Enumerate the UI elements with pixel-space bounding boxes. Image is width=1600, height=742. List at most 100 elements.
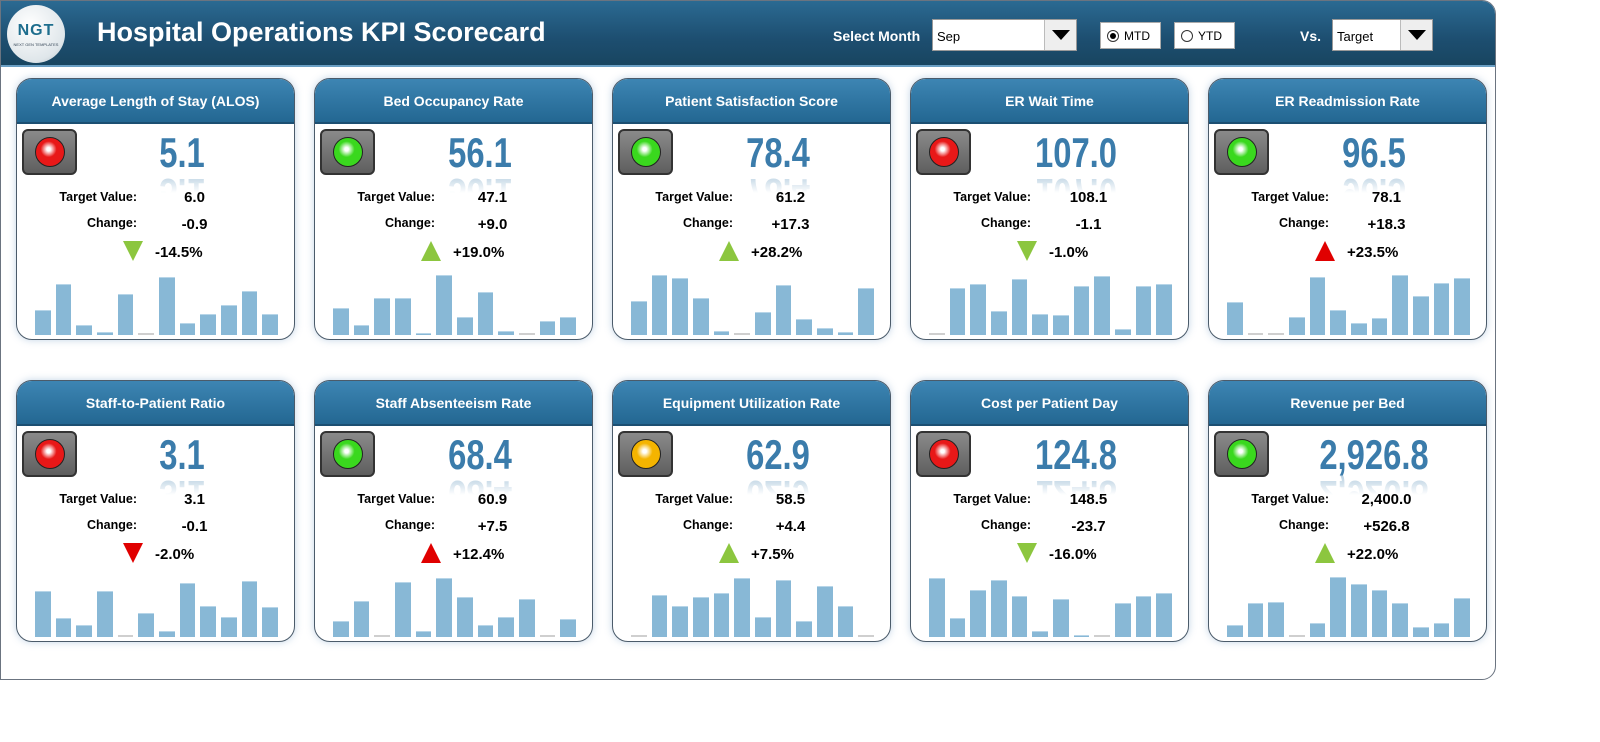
trend-bar <box>241 581 258 637</box>
chevron-down-icon[interactable] <box>1044 20 1076 50</box>
status-light <box>320 431 375 477</box>
trend-bar <box>333 308 349 335</box>
kpi-title: Staff Absenteeism Rate <box>315 381 592 426</box>
change-percent: +7.5% <box>751 546 794 563</box>
trend-bar <box>1011 595 1028 637</box>
kpi-card: Bed Occupancy Rate 56.1 Target Value: 47… <box>314 78 593 340</box>
change-label: Change: <box>385 518 435 532</box>
trend-bar <box>436 578 453 637</box>
trend-bar <box>55 618 72 637</box>
change-label: Change: <box>1279 216 1329 230</box>
kpi-card: Patient Satisfaction Score 78.4 Target V… <box>612 78 891 340</box>
target-label: Target Value: <box>59 190 137 204</box>
trend-bar <box>1289 317 1305 335</box>
trend-bar <box>1268 333 1285 335</box>
trend-bar <box>1032 314 1049 335</box>
trend-bar <box>817 586 833 637</box>
trend-bar <box>970 590 987 637</box>
target-value: 58.5 <box>775 491 806 508</box>
month-dropdown[interactable]: Sep <box>932 19 1077 51</box>
kpi-value: 56.1 <box>448 129 512 176</box>
change-percent: +12.4% <box>453 546 505 563</box>
header-bar: NGT NEXT GEN TEMPLATES Hospital Operatio… <box>1 1 1495 67</box>
trend-bar <box>631 635 647 637</box>
change-percent: +19.0% <box>453 244 505 261</box>
arrow-down-icon <box>123 543 143 563</box>
trend-bar <box>55 284 72 335</box>
trend-bar <box>734 333 751 335</box>
trend-bar <box>353 600 370 637</box>
trend-bar <box>1413 295 1429 335</box>
kpi-title: ER Readmission Rate <box>1209 79 1486 124</box>
arrow-up-icon <box>1315 543 1335 563</box>
trend-bar <box>179 322 196 335</box>
green-light-icon <box>332 137 363 167</box>
trend-bar <box>1330 310 1347 335</box>
trend-bar <box>817 327 833 335</box>
trend-sparkline <box>631 273 875 335</box>
trend-bar <box>949 618 966 637</box>
red-light-icon <box>34 137 65 167</box>
kpi-card: Staff-to-Patient Ratio 3.1 Target Value:… <box>16 380 295 642</box>
trend-bar <box>775 285 792 335</box>
change-label: Change: <box>87 216 137 230</box>
trend-bar <box>970 284 987 335</box>
trend-bar <box>1454 278 1471 335</box>
trend-bar <box>1289 635 1305 637</box>
trend-bar <box>76 324 93 335</box>
trend-bar <box>35 310 51 335</box>
change-label: Change: <box>385 216 435 230</box>
trend-bar <box>1351 584 1367 637</box>
trend-sparkline <box>929 273 1173 335</box>
kpi-value: 96.5 <box>1342 129 1406 176</box>
radio-ytd[interactable]: YTD <box>1174 22 1235 49</box>
status-light <box>916 129 971 175</box>
kpi-card: ER Readmission Rate 96.5 Target Value: 7… <box>1208 78 1487 340</box>
trend-bar <box>1433 622 1450 637</box>
trend-bar <box>395 297 411 335</box>
change-percent: -1.0% <box>1049 244 1089 261</box>
kpi-title: Cost per Patient Day <box>911 381 1188 426</box>
amber-light-icon <box>630 439 661 469</box>
change-value: +4.4 <box>775 518 806 535</box>
green-light-icon <box>332 439 363 469</box>
change-label: Change: <box>683 518 733 532</box>
target-value: 2,400.0 <box>1361 491 1412 508</box>
change-percent: +22.0% <box>1347 546 1399 563</box>
trend-bar <box>498 330 515 335</box>
kpi-value: 5.1 <box>159 129 205 176</box>
red-light-icon <box>34 439 65 469</box>
trend-sparkline <box>35 273 279 335</box>
trend-sparkline <box>35 575 279 637</box>
trend-bar <box>631 300 647 335</box>
trend-bar <box>796 319 813 335</box>
month-value: Sep <box>937 29 961 44</box>
kpi-title: Staff-to-Patient Ratio <box>17 381 294 426</box>
green-light-icon <box>1226 439 1257 469</box>
trend-bar <box>1227 301 1243 335</box>
logo: NGT NEXT GEN TEMPLATES <box>7 5 65 63</box>
arrow-up-icon <box>1315 241 1335 261</box>
kpi-title: Equipment Utilization Rate <box>613 381 890 426</box>
change-label: Change: <box>87 518 137 532</box>
radio-mtd[interactable]: MTD <box>1100 22 1161 49</box>
status-light <box>22 129 77 175</box>
chevron-down-icon[interactable] <box>1400 20 1432 50</box>
trend-bar <box>1094 276 1111 335</box>
arrow-up-icon <box>421 241 441 261</box>
target-label: Target Value: <box>655 190 733 204</box>
trend-bar <box>713 592 730 637</box>
trend-bar <box>734 578 751 637</box>
trend-sparkline <box>1227 273 1471 335</box>
trend-bar <box>1227 624 1243 637</box>
trend-bar <box>560 317 577 335</box>
trend-sparkline <box>929 575 1173 637</box>
trend-bar <box>1371 590 1388 637</box>
vs-dropdown[interactable]: Target <box>1332 19 1433 51</box>
kpi-card: Cost per Patient Day 124.8 Target Value:… <box>910 380 1189 642</box>
change-value: -23.7 <box>1071 518 1106 535</box>
kpi-card: Revenue per Bed 2,926.8 Target Value: 2,… <box>1208 380 1487 642</box>
page-title: Hospital Operations KPI Scorecard <box>97 17 546 47</box>
trend-bar <box>1433 283 1450 335</box>
status-light <box>1214 129 1269 175</box>
